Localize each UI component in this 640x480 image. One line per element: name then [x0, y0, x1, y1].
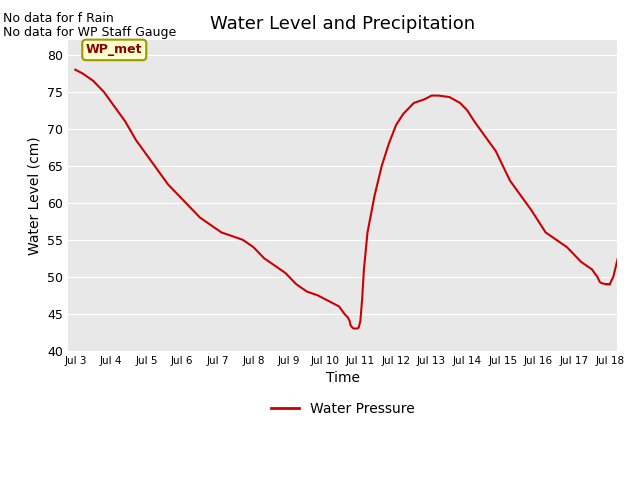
X-axis label: Time: Time — [326, 371, 360, 385]
Title: Water Level and Precipitation: Water Level and Precipitation — [210, 15, 475, 33]
Legend: Water Pressure: Water Pressure — [265, 396, 420, 421]
Text: No data for f Rain: No data for f Rain — [3, 12, 114, 25]
Text: WP_met: WP_met — [86, 43, 143, 57]
Text: No data for WP Staff Gauge: No data for WP Staff Gauge — [3, 26, 177, 39]
Y-axis label: Water Level (cm): Water Level (cm) — [28, 136, 42, 255]
